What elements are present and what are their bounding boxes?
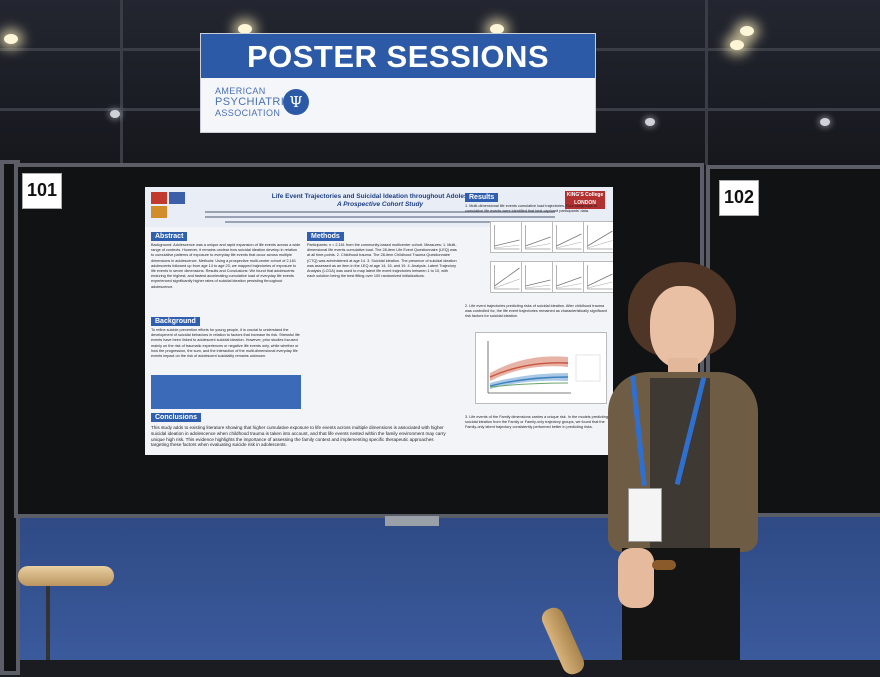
- ceiling-light-icon: [645, 118, 655, 126]
- board-number-101: 101: [22, 173, 62, 209]
- person-hands: [618, 548, 654, 608]
- poster-title-line-2: A Prospective Cohort Study: [336, 201, 424, 208]
- board-stand: [385, 516, 439, 526]
- author-line: [205, 211, 555, 213]
- psi-symbol-icon: Ψ: [283, 89, 309, 115]
- banner-title: POSTER SESSIONS: [201, 34, 595, 78]
- author-line: [205, 216, 555, 218]
- institution-logo-icon: [169, 192, 185, 204]
- poster-header: [145, 187, 613, 227]
- apa-line-2: PSYCHIATRIC: [215, 96, 293, 108]
- trajectory-mini-plot: [490, 261, 523, 293]
- methods-text: Participants: n = 2,161 from the communi…: [307, 243, 457, 279]
- author-line: [225, 221, 525, 223]
- poster-sessions-banner: POSTER SESSIONS AMERICAN PSYCHIATRIC ASS…: [200, 33, 596, 133]
- ceiling-light-icon: [730, 40, 744, 50]
- bracelet-icon: [652, 560, 676, 570]
- trajectory-mini-plot: [583, 261, 613, 293]
- trajectory-mini-plot: [583, 221, 613, 253]
- trajectory-mini-plot: [552, 221, 585, 253]
- research-poster: Life Event Trajectories and Suicidal Ide…: [145, 187, 613, 455]
- person-face: [650, 286, 714, 368]
- results-text-3: 3. Life events of the Family dimensions …: [465, 415, 609, 430]
- ceiling-light-icon: [4, 34, 18, 44]
- apa-line-3: ASSOCIATION: [215, 108, 281, 118]
- ceiling-truss: [120, 0, 123, 165]
- institution-logo-icon: [151, 206, 167, 218]
- section-methods: Methods: [307, 232, 344, 241]
- section-abstract: Abstract: [151, 232, 188, 241]
- ceiling-light-icon: [740, 26, 754, 36]
- background-text: To refine suicide prevention efforts for…: [151, 328, 300, 359]
- trajectory-mini-plot: [521, 221, 554, 253]
- conclusions-text: This study adds to existing literature s…: [151, 425, 446, 448]
- references-box: [151, 375, 301, 409]
- board-number-102: 102: [719, 180, 759, 216]
- institution-logo-icon: [151, 192, 167, 204]
- name-badge-icon: [628, 488, 662, 542]
- section-conclusions: Conclusions: [151, 413, 202, 422]
- trajectory-mini-plot: [490, 221, 523, 253]
- results-text-1: 1. Multi-dimensional life events cumulat…: [465, 204, 597, 214]
- stand-pole: [46, 585, 50, 660]
- trajectory-mini-plot: [521, 261, 554, 293]
- section-background: Background: [151, 317, 200, 326]
- ceiling-light-icon: [820, 118, 830, 126]
- kings-college-logo: KING'S College LONDON: [565, 191, 605, 209]
- section-results: Results: [465, 193, 499, 202]
- ceiling-light-icon: [490, 24, 504, 34]
- ceiling-truss: [705, 0, 708, 165]
- apa-wordmark: AMERICAN PSYCHIATRIC ASSOCIATION: [215, 86, 293, 118]
- apa-line-1: AMERICAN: [215, 86, 266, 96]
- ceiling-light-icon: [238, 24, 252, 34]
- trajectory-mini-plot: [552, 261, 585, 293]
- ceiling-light-icon: [110, 110, 120, 118]
- trajectory-plots: [490, 221, 613, 301]
- poster-title-line-1: Life Event Trajectories and Suicidal Ide…: [271, 193, 489, 200]
- abstract-text: Background: Adolescence was a unique and…: [151, 243, 301, 289]
- risk-curve-plot: [475, 332, 607, 404]
- poster-tube-icon: [18, 566, 114, 586]
- results-text-2: 2. Life event trajectories predicting ri…: [465, 304, 607, 319]
- poster-title: Life Event Trajectories and Suicidal Ide…: [215, 193, 545, 209]
